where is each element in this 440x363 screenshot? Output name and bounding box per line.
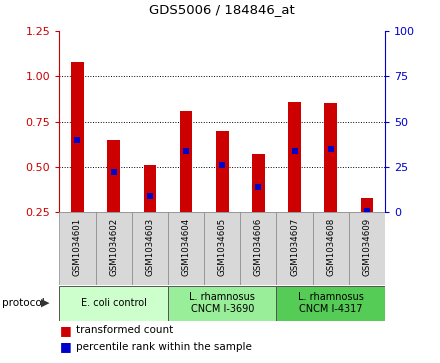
Text: ▶: ▶ [40, 298, 49, 308]
Text: GSM1034601: GSM1034601 [73, 218, 82, 276]
Text: GSM1034607: GSM1034607 [290, 218, 299, 276]
Text: GSM1034602: GSM1034602 [109, 218, 118, 276]
Text: GSM1034606: GSM1034606 [254, 218, 263, 276]
Bar [324, 103, 337, 212]
Bar [59, 286, 168, 321]
Bar [276, 212, 313, 285]
Text: GSM1034608: GSM1034608 [326, 218, 335, 276]
Text: E. coli control: E. coli control [81, 298, 147, 308]
Bar [216, 131, 228, 212]
Bar [59, 212, 95, 285]
Bar [240, 212, 276, 285]
Text: transformed count: transformed count [76, 325, 173, 335]
Bar [349, 212, 385, 285]
Bar [313, 212, 349, 285]
Text: ■: ■ [59, 324, 71, 337]
Bar [180, 111, 192, 212]
Bar [252, 154, 265, 212]
Text: GSM1034609: GSM1034609 [363, 218, 371, 276]
Text: L. rhamnosus
CNCM I-3690: L. rhamnosus CNCM I-3690 [189, 292, 255, 314]
Text: protocol: protocol [2, 298, 45, 308]
Text: L. rhamnosus
CNCM I-4317: L. rhamnosus CNCM I-4317 [298, 292, 364, 314]
Bar [107, 140, 120, 212]
Text: GSM1034603: GSM1034603 [145, 218, 154, 276]
Bar [361, 198, 373, 212]
Text: GDS5006 / 184846_at: GDS5006 / 184846_at [149, 3, 295, 16]
Text: GSM1034604: GSM1034604 [182, 218, 191, 276]
Bar [288, 102, 301, 212]
Bar [132, 212, 168, 285]
Text: percentile rank within the sample: percentile rank within the sample [76, 342, 252, 352]
Bar [143, 165, 156, 212]
Bar [168, 212, 204, 285]
Bar [168, 286, 276, 321]
Text: ■: ■ [59, 340, 71, 353]
Bar [71, 62, 84, 212]
Bar [204, 212, 240, 285]
Text: GSM1034605: GSM1034605 [218, 218, 227, 276]
Bar [95, 212, 132, 285]
Bar [276, 286, 385, 321]
